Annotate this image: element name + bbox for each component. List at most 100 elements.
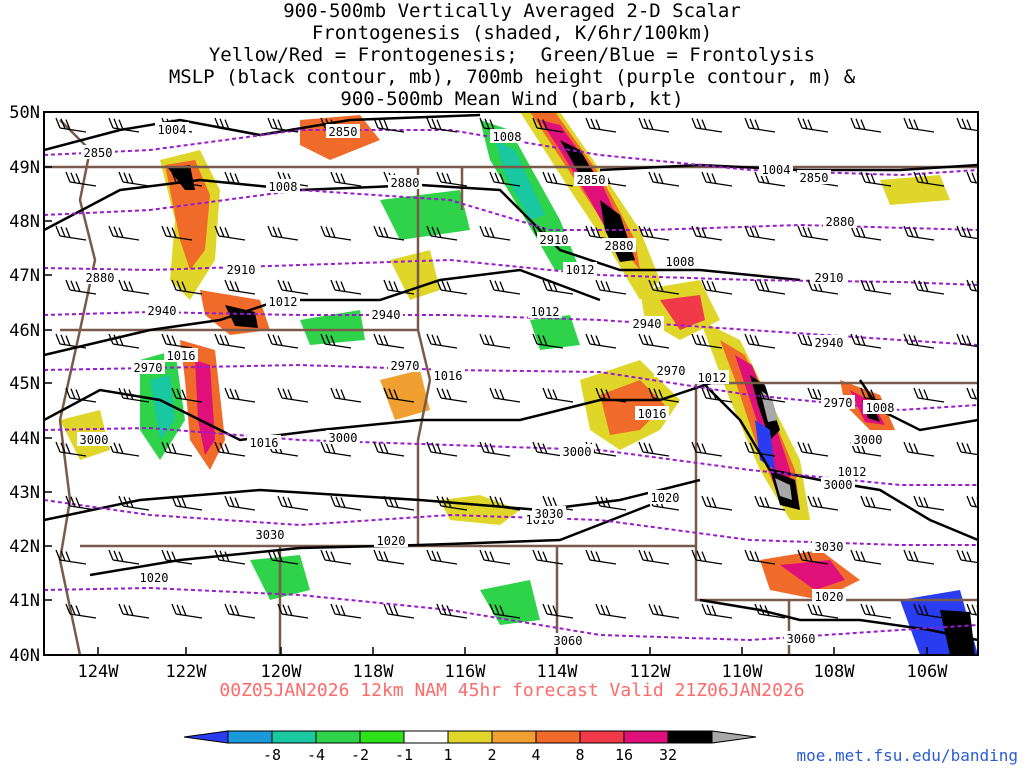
wind-barb <box>118 171 150 187</box>
height-label-bg <box>654 363 688 377</box>
wind-barb <box>320 225 352 241</box>
wind-barb <box>171 603 203 619</box>
wind-barb <box>648 603 680 619</box>
wind-barb <box>797 549 829 565</box>
lon-tick-label: 120W <box>261 662 303 682</box>
height-labels: 2850 2850 2850 2850 2880 2880 2910 2910 2880 2940… <box>77 124 885 648</box>
wind-barb <box>744 549 776 565</box>
wind-barb <box>913 387 945 403</box>
mslp-contour-label: 1004 <box>762 163 791 177</box>
wind-barb <box>479 225 511 241</box>
wind-barb <box>585 117 617 133</box>
wind-barb <box>118 495 150 511</box>
colorbar-segment <box>271 730 317 744</box>
wind-barb <box>277 387 309 403</box>
wind-barb <box>55 441 87 457</box>
height-label-bg <box>602 238 636 252</box>
wind-barb <box>489 495 521 511</box>
source-credit-link[interactable]: moe.met.fsu.edu/banding <box>796 746 1018 765</box>
lon-tick-label: 116W <box>445 662 487 682</box>
wind-barb <box>754 387 786 403</box>
height-contour-label: 3000 <box>824 478 853 492</box>
height-label-bg <box>812 270 846 284</box>
height-label-bg <box>388 358 422 372</box>
height-contour-label: 2970 <box>657 364 686 378</box>
colorbar-segment <box>711 730 757 744</box>
lat-tick-label: 50N <box>9 103 40 123</box>
height-label-bg <box>812 335 846 349</box>
height-contour-label: 2880 <box>391 176 420 190</box>
height-contour-label: 3060 <box>554 634 583 648</box>
wind-barb <box>436 171 468 187</box>
height-contour-label: 2850 <box>329 125 358 139</box>
wind-barb <box>860 495 892 511</box>
wind-barb <box>638 225 670 241</box>
title-line-1: 900-500mb Vertically Averaged 2-D Scalar <box>283 0 741 22</box>
wind-barb <box>542 279 574 295</box>
wind-barb <box>701 279 733 295</box>
lat-tick-label: 45N <box>9 374 40 394</box>
height-label-bg <box>77 432 111 446</box>
height-label-bg <box>797 170 831 184</box>
wind-barb <box>65 171 97 187</box>
wind-barb <box>691 333 723 349</box>
wind-barb <box>701 495 733 511</box>
height-label-bg <box>784 631 818 645</box>
wind-barb <box>956 117 978 132</box>
wind-barb <box>118 603 150 619</box>
height-label-bg <box>145 303 179 317</box>
wind-barb <box>224 495 256 511</box>
height-contour-label: 2880 <box>86 271 115 285</box>
wind-barb <box>956 225 978 240</box>
wind-barb <box>373 441 405 457</box>
wind-barb <box>330 171 362 187</box>
colorbar-label: -4 <box>307 746 325 764</box>
wind-barb <box>956 549 978 564</box>
height-contour-label: 3030 <box>535 507 564 521</box>
height-label-bg <box>823 214 857 228</box>
height-contour-label: 2850 <box>84 146 113 160</box>
height-label-bg <box>537 232 571 246</box>
mslp-label-bg <box>155 122 189 136</box>
wind-barb <box>489 171 521 187</box>
wind-barb <box>913 171 945 187</box>
lat-tick-label: 41N <box>9 591 40 611</box>
mslp-label-bg <box>812 589 846 603</box>
wind-barb <box>373 549 405 565</box>
lon-tick-label: 122W <box>166 662 208 682</box>
mslp-label-bg <box>137 570 171 584</box>
height-label-bg <box>369 307 403 321</box>
mslp-label-bg <box>759 162 793 176</box>
wind-barb <box>701 171 733 187</box>
lat-tick-label: 49N <box>9 158 40 178</box>
wind-barb <box>701 387 733 403</box>
wind-barb <box>214 225 246 241</box>
mslp-label-bg <box>563 262 597 276</box>
wind-barb <box>426 333 458 349</box>
lon-tick-label: 114W <box>537 662 579 682</box>
mslp-label-bg <box>648 490 682 504</box>
wind-barb <box>479 333 511 349</box>
wind-barb <box>277 279 309 295</box>
colorbar-segment <box>183 730 229 744</box>
wind-barb <box>532 333 564 349</box>
wind-barb <box>903 225 935 241</box>
mslp-contour-label: 1008 <box>666 255 695 269</box>
height-label-bg <box>560 444 594 458</box>
wind-barb <box>320 441 352 457</box>
height-label-bg <box>224 262 258 276</box>
height-contour-label: 3030 <box>256 528 285 542</box>
wind-barb <box>383 603 415 619</box>
wind-barb <box>426 441 458 457</box>
wind-barb <box>860 603 892 619</box>
wind-barb <box>691 549 723 565</box>
wind-barb <box>383 387 415 403</box>
wind-barb <box>224 603 256 619</box>
lon-tick-label: 108W <box>814 662 856 682</box>
wind-barb <box>956 333 978 348</box>
wind-barb <box>320 549 352 565</box>
wind-barb <box>108 441 140 457</box>
colorbar-segment <box>535 730 581 744</box>
height-contour-label: 2910 <box>227 263 256 277</box>
